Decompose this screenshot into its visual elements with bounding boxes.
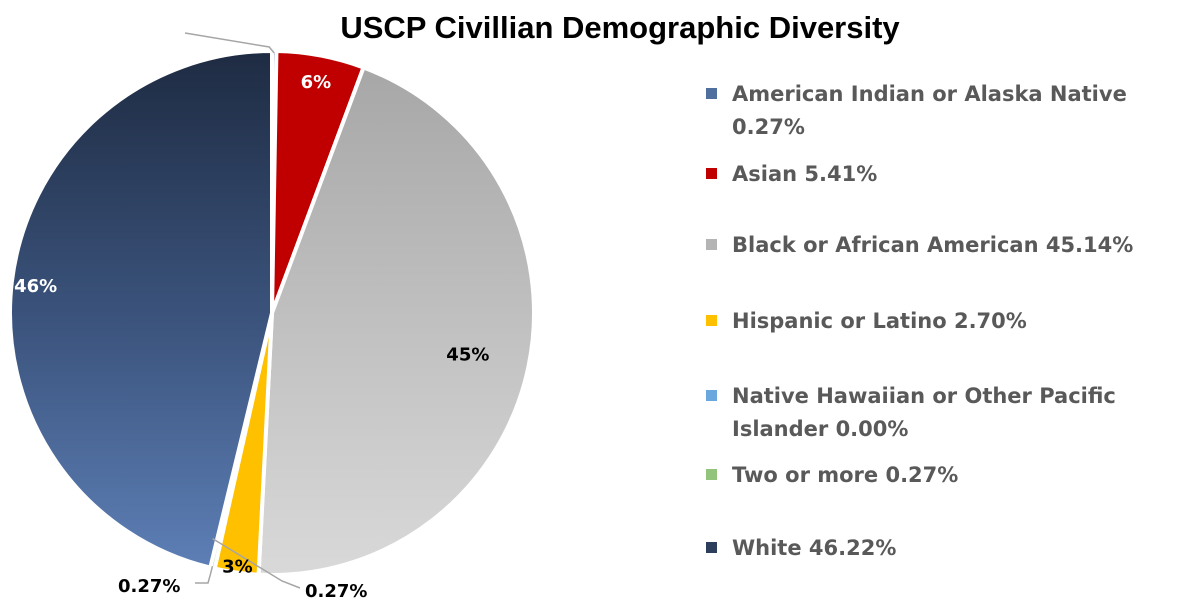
- legend-label: Hispanic or Latino 2.70%: [732, 309, 1027, 333]
- legend-item: Asian 5.41%: [706, 158, 1162, 191]
- legend-item: Two or more 0.27%: [706, 459, 1162, 492]
- legend-swatch: [706, 315, 717, 326]
- data-label-white: 46%: [14, 276, 57, 297]
- legend-label: Two or more 0.27%: [732, 463, 959, 487]
- legend-label: White 46.22%: [732, 536, 897, 560]
- legend-item: Black or African American 45.14%: [706, 229, 1162, 262]
- legend-item: Native Hawaiian or Other Pacific Islande…: [706, 380, 1162, 446]
- data-label-black-or-african-american: 45%: [446, 345, 489, 366]
- leader-line-american-indian-bottom: [212, 537, 301, 589]
- legend-swatch: [706, 390, 717, 401]
- chart-title: USCP Civillian Demographic Diversity: [340, 10, 900, 45]
- legend-swatch: [706, 88, 717, 99]
- legend-swatch: [706, 168, 717, 179]
- leader-line-american-indian: [184, 32, 275, 54]
- legend-item: Hispanic or Latino 2.70%: [706, 305, 1162, 338]
- pie-slice-white: [8, 49, 274, 570]
- leader-line-two-or-more: [195, 565, 214, 584]
- legend-item: American Indian or Alaska Native 0.27%: [706, 78, 1162, 144]
- pie-slice-black-or-african-american: [256, 65, 537, 577]
- legend-item: White 46.22%: [706, 532, 1162, 565]
- legend-swatch: [706, 239, 717, 250]
- data-label-hispanic-or-latino: 3%: [222, 557, 253, 578]
- data-label-asian: 6%: [301, 72, 332, 93]
- legend-label: Black or African American 45.14%: [732, 233, 1134, 257]
- legend-swatch: [706, 542, 717, 553]
- legend-label: Asian 5.41%: [732, 162, 878, 186]
- legend-swatch: [706, 469, 717, 480]
- data-label-two-or-more: 0.27%: [118, 576, 180, 597]
- data-label-american-indian: 0.27%: [305, 581, 367, 601]
- legend-label: Native Hawaiian or Other Pacific Islande…: [732, 384, 1116, 441]
- legend-label: American Indian or Alaska Native 0.27%: [732, 82, 1127, 139]
